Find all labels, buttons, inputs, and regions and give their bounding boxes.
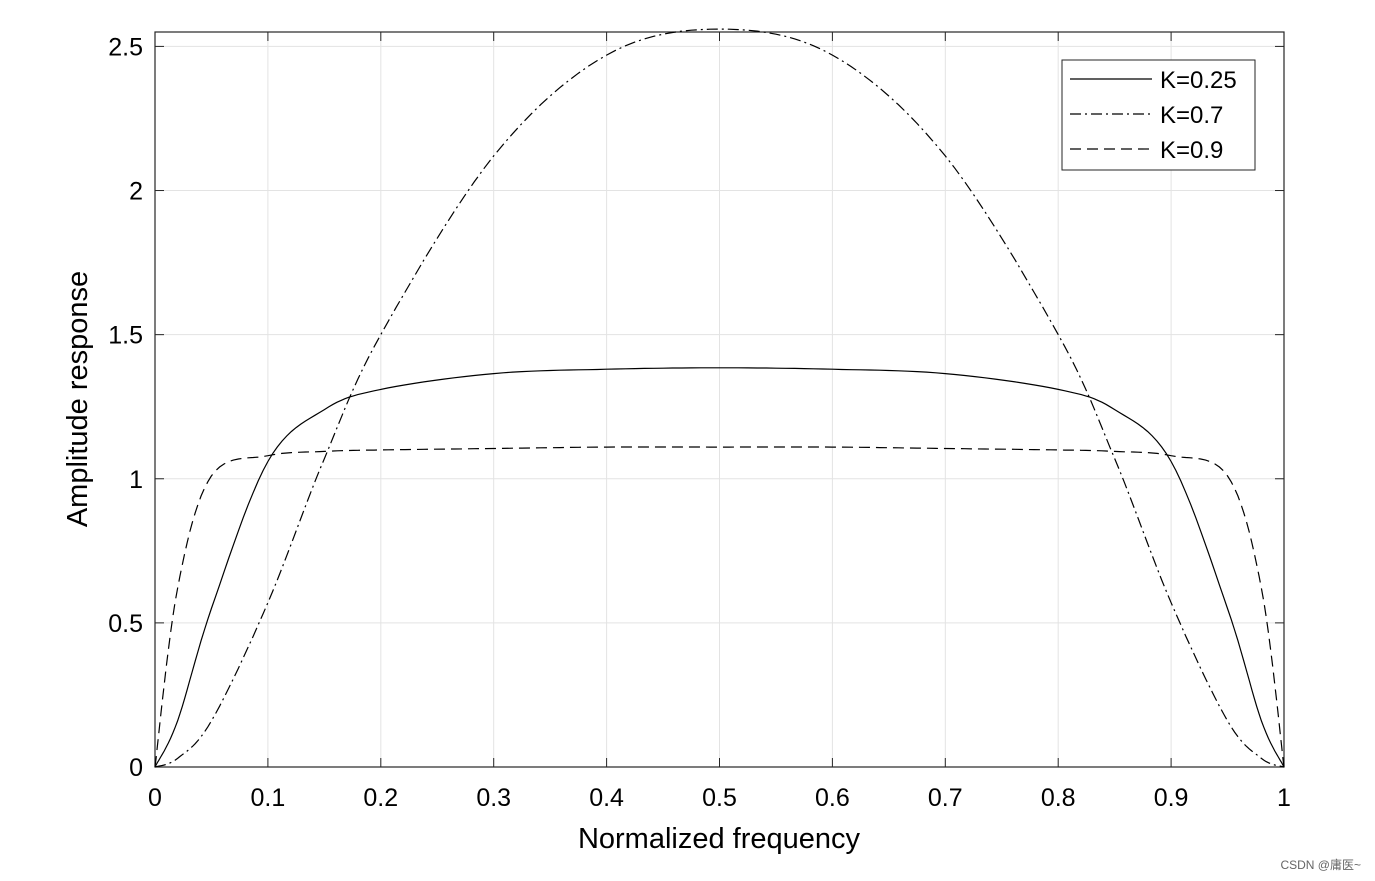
x-tick-labels: 0 0.1 0.2 0.3 0.4 0.5 0.6 0.7 0.8 0.9 1 [148, 784, 1291, 812]
x-tick-label: 0.8 [1041, 784, 1076, 812]
y-tick-label: 1.5 [108, 322, 143, 350]
legend-label: K=0.9 [1160, 137, 1223, 164]
y-tick-label: 0.5 [108, 610, 143, 638]
x-tick-label: 0.3 [476, 784, 511, 812]
series-line-1 [154, 367, 1285, 768]
y-axis-label: Amplitude response [62, 271, 94, 527]
y-tick-label: 2 [129, 178, 143, 206]
y-tick-label: 2.5 [108, 33, 143, 61]
x-tick-label: 0.6 [815, 784, 850, 812]
tick-marks [154, 32, 1285, 768]
x-tick-label: 0.4 [589, 784, 624, 812]
x-tick-label: 0.1 [251, 784, 286, 812]
legend-label: K=0.25 [1160, 67, 1237, 94]
series-line-3 [154, 446, 1285, 768]
x-tick-label: 0.5 [702, 784, 737, 812]
legend-label: K=0.7 [1160, 102, 1223, 129]
y-tick-label: 1 [129, 466, 143, 494]
y-tick-label: 0 [129, 754, 143, 782]
series-group [154, 28, 1285, 768]
x-tick-label: 1 [1277, 784, 1291, 812]
x-tick-label: 0.7 [928, 784, 963, 812]
x-tick-label: 0.2 [363, 784, 398, 812]
x-axis-label: Normalized frequency [578, 823, 861, 855]
x-tick-label: 0 [148, 784, 162, 812]
grid [155, 32, 1284, 767]
watermark: CSDN @庸医~ [1280, 858, 1361, 872]
x-tick-label: 0.9 [1154, 784, 1189, 812]
legend: K=0.25 K=0.7 K=0.9 [1061, 59, 1256, 171]
y-tick-labels: 0 0.5 1 1.5 2 2.5 [108, 33, 143, 782]
legend-box [1061, 59, 1256, 171]
